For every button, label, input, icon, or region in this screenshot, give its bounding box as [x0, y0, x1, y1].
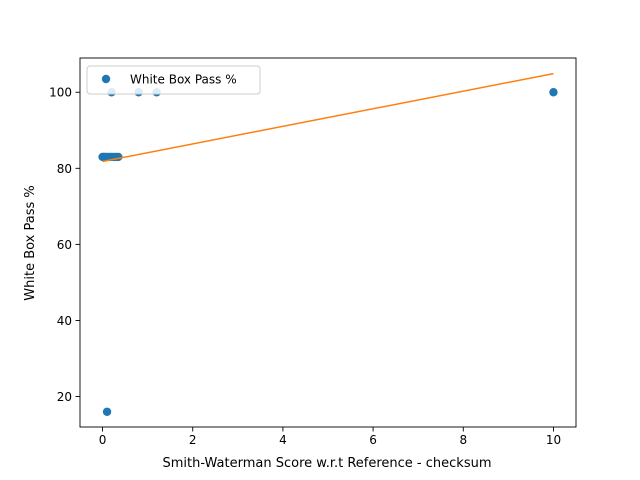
legend-label-0: White Box Pass %: [130, 73, 237, 87]
axes-frame: [79, 57, 577, 428]
legend-marker-0: [101, 74, 111, 84]
x-tick-label-4: 4: [279, 433, 287, 447]
data-point-9: [102, 407, 112, 416]
x-tick-label-10: 10: [546, 433, 561, 447]
y-tick-label-80: 80: [57, 162, 72, 176]
y-tick-label-60: 60: [57, 238, 72, 252]
y-axis-label: White Box Pass %: [23, 185, 38, 300]
x-tick-label-0: 0: [99, 433, 107, 447]
trend-line: [102, 72, 554, 163]
x-axis-label: Smith-Waterman Score w.r.t Reference - c…: [162, 456, 491, 471]
x-tick-label-8: 8: [459, 433, 467, 447]
legend: White Box Pass %: [86, 65, 261, 95]
y-tick-label-100: 100: [49, 86, 72, 100]
x-tick-label-2: 2: [189, 433, 197, 447]
x-tick-label-6: 6: [369, 433, 377, 447]
axes: 0 2 4 6 8 10 20 40 60 80 100: [49, 57, 577, 447]
y-tick-label-20: 20: [57, 390, 72, 404]
legend-box: [86, 65, 261, 95]
data-point-8: [114, 152, 123, 162]
data-point-13: [549, 88, 558, 97]
y-tick-label-40: 40: [57, 314, 72, 328]
